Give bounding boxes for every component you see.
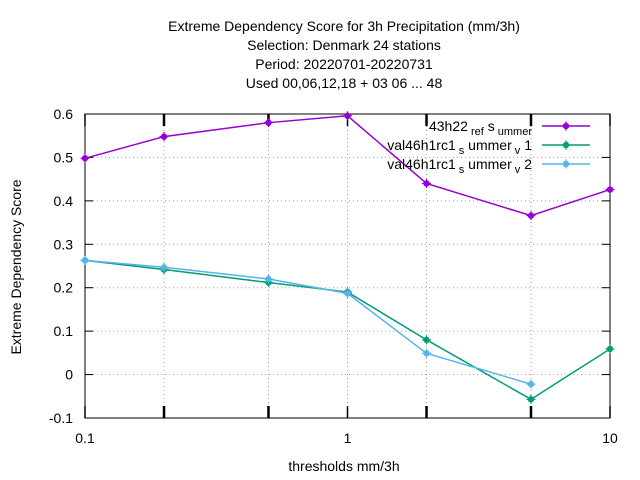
y-axis-label: Extreme Dependency Score [8,179,24,354]
y-tick-label: 0.4 [54,193,74,209]
y-tick-label: 0.6 [54,106,74,122]
data-point [159,262,169,272]
legend-label-part: s [484,118,495,134]
legend-label-base: val46h1rc1 [387,137,456,153]
legend-label-part: ummer [464,156,512,172]
x-tick-label: 10 [602,430,618,446]
data-point [561,121,571,131]
data-point [343,288,352,298]
data-point [561,159,571,169]
legend-label-base: val46h1rc1 [387,156,456,172]
y-tick-label: -0.1 [49,410,73,426]
legend-label-part: ref [468,126,485,138]
y-tick-label: 0.5 [54,149,74,165]
x-tick-label: 0.1 [75,430,95,446]
legend-label: 43h22 ref s ummer [429,118,532,138]
data-point [605,344,615,354]
legend-label: val46h1rc1 s ummer v 1 [387,137,532,157]
legend-label-part: 2 [520,156,532,172]
title-line: Period: 20220701-20220731 [255,56,433,72]
series [80,111,615,221]
legend-item: 43h22 ref s ummer [429,118,590,138]
y-tick-label: 0.2 [54,280,74,296]
data-point [159,132,169,142]
legend-label-part: s [456,164,465,176]
series [80,255,536,389]
data-point [561,140,571,150]
data-point [263,118,273,128]
data-point [343,111,352,121]
x-tick-label: 1 [344,430,352,446]
legend-label-part: v [512,145,521,157]
legend-label: val46h1rc1 s ummer v 2 [387,156,532,176]
chart-title: Extreme Dependency Score for 3h Precipit… [168,18,520,91]
data-point [80,153,90,163]
data-point [80,255,90,265]
legend-label-part: s [456,145,465,157]
legend-label-part: 1 [520,137,532,153]
x-axis-label: thresholds mm/3h [288,458,399,474]
title-line: Used 00,06,12,18 + 03 06 ... 48 [246,75,443,91]
title-line: Extreme Dependency Score for 3h Precipit… [168,18,520,34]
legend-label-part: ummer [495,126,533,138]
data-point [422,348,432,358]
legend-item: val46h1rc1 s ummer v 1 [387,137,590,157]
title-line: Selection: Denmark 24 stations [247,37,441,53]
legend-label-part: ummer [464,137,512,153]
data-point [526,394,536,404]
series-line [84,259,532,385]
data-point [526,211,536,221]
legend-label-part: v [512,164,521,176]
data-point [422,178,432,188]
data-point [605,185,615,195]
y-tick-label: 0.1 [54,323,74,339]
series-layer [80,111,615,404]
legend-label-base: 43h22 [429,118,468,134]
legend-item: val46h1rc1 s ummer v 2 [387,156,590,176]
data-point [526,379,536,389]
data-point [263,274,273,284]
y-tick-label: 0.3 [54,236,74,252]
y-tick-label: 0 [65,367,73,383]
data-point [422,335,432,345]
axes: -0.1 0 0.1 0.2 0.3 0.4 0.5 0.6 0.1 1 10 [49,106,618,446]
